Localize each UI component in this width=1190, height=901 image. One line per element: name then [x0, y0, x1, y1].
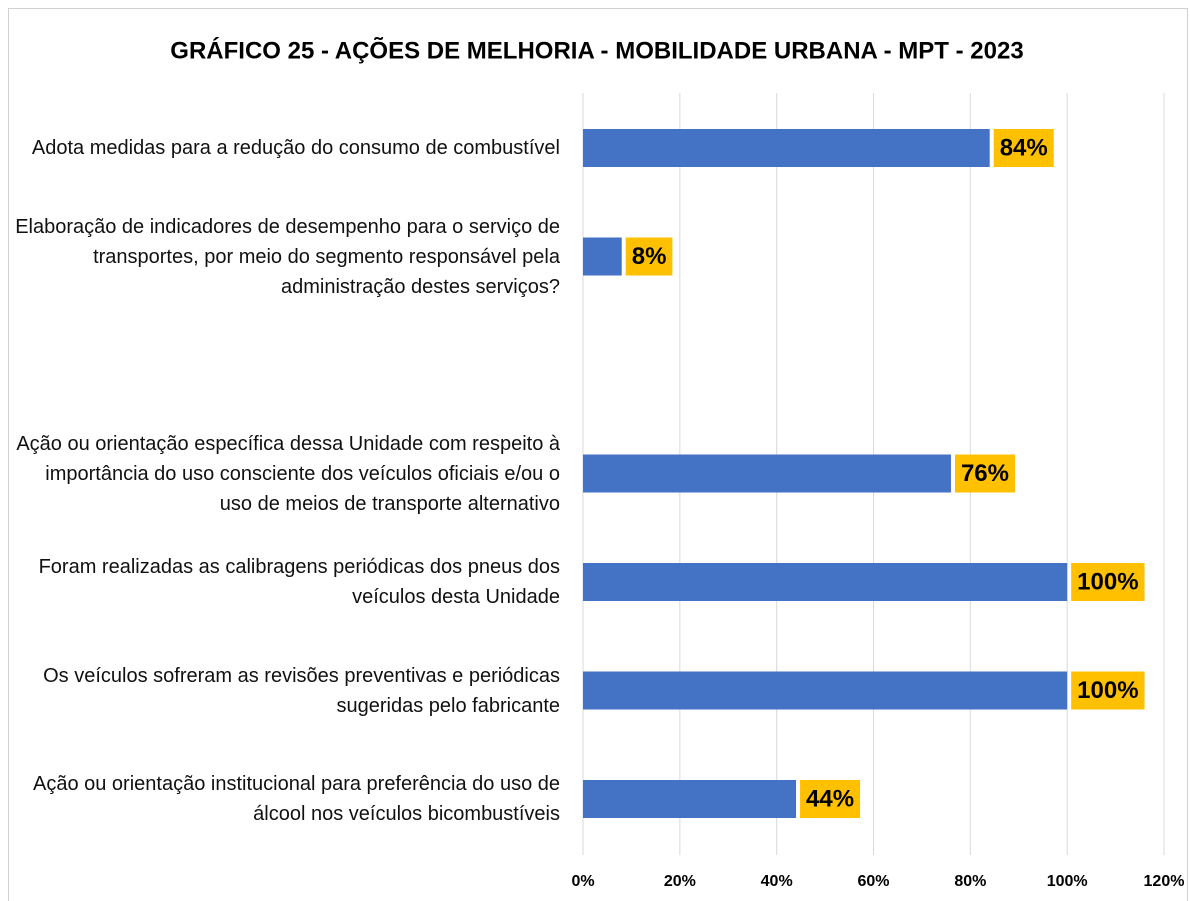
data-label: 8%: [632, 243, 667, 270]
data-label: 44%: [806, 785, 854, 812]
y-tick-label: Adota medidas para a redução do consumo …: [31, 137, 560, 159]
data-label-box: [1071, 671, 1145, 710]
bar: [583, 563, 1068, 601]
chart-title: GRÁFICO 25 - AÇÕES DE MELHORIA - MOBILID…: [170, 36, 1023, 64]
y-tick-label: Ação ou orientação específica dessa Unid…: [16, 432, 560, 515]
data-label: 100%: [1077, 677, 1138, 704]
x-tick-label: 100%: [1047, 873, 1088, 890]
bar: [583, 237, 622, 276]
bar: [583, 129, 990, 167]
bar: [583, 780, 797, 818]
y-tick-label: Elaboração de indicadores de desempenho …: [15, 215, 560, 298]
x-tick-label: 40%: [761, 873, 793, 890]
y-tick-label: Os veículos sofreram as revisões prevent…: [43, 664, 560, 717]
data-label: 76%: [961, 460, 1009, 487]
x-tick-label: 20%: [664, 873, 696, 890]
bar: [583, 671, 1068, 710]
data-label-box: [954, 454, 1016, 493]
data-label: 84%: [1000, 134, 1048, 161]
data-label: 100%: [1077, 568, 1138, 595]
data-label-box: [800, 780, 861, 818]
y-tick-label: Foram realizadas as calibragens periódic…: [38, 556, 560, 608]
y-tick-label: Ação ou orientação institucional para pr…: [32, 773, 560, 825]
x-tick-label: 80%: [954, 873, 986, 890]
data-label-box: [625, 237, 673, 276]
x-tick-label: 60%: [857, 873, 889, 890]
data-label-box: [1071, 563, 1145, 601]
x-tick-label: 0%: [571, 873, 594, 890]
chart-frame: [8, 8, 1188, 901]
x-tick-label: 120%: [1144, 873, 1185, 890]
data-label-box: [993, 129, 1054, 167]
bar: [583, 454, 951, 493]
